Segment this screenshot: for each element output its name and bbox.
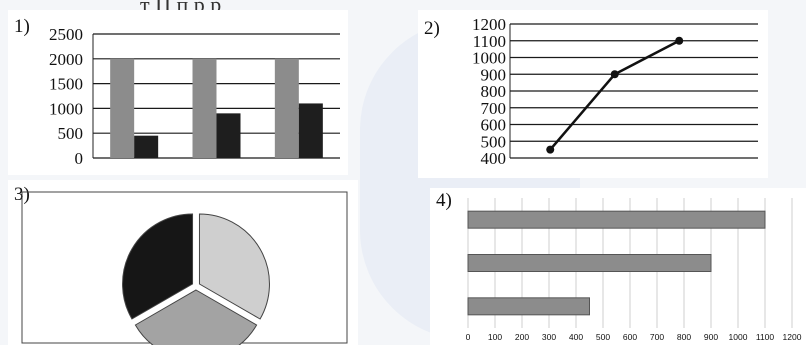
chart-3-panel: 3) — [8, 180, 358, 345]
pie-slice — [122, 213, 194, 320]
y-tick-label: 1500 — [49, 75, 83, 94]
chart-1-svg: 0 500 1000 1500 2000 2500 — [49, 25, 340, 168]
x-tick-label: 700 — [650, 332, 664, 342]
bar — [467, 210, 766, 229]
x-tick-label: 100 — [488, 332, 502, 342]
data-point — [610, 70, 619, 79]
x-tick-label: 900 — [704, 332, 718, 342]
bar — [134, 135, 159, 158]
y-tick-label: 600 — [481, 116, 507, 135]
chart-2-label: 2) — [424, 18, 440, 39]
chart-2-panel: 2) 400 500 600 700 800 900 1000 1100 1200 — [418, 10, 768, 178]
bar — [467, 297, 590, 316]
y-tick-label: 800 — [481, 82, 507, 101]
y-tick-label: 400 — [481, 149, 507, 168]
chart-4-svg: 0 100 200 300 400 500 600 700 800 900 1000 1100 1200 — [466, 198, 802, 342]
data-point — [546, 145, 555, 154]
chart-1-panel: 1) 0 500 1000 1500 2000 2500 — [8, 10, 348, 175]
y-tick-label: 1000 — [49, 99, 83, 118]
bar — [216, 113, 241, 158]
x-tick-label: 400 — [569, 332, 583, 342]
x-tick-label: 600 — [623, 332, 637, 342]
x-tick-label: 300 — [542, 332, 556, 342]
y-tick-label: 2000 — [49, 50, 83, 69]
y-tick-label: 0 — [75, 149, 84, 168]
x-tick-label: 800 — [677, 332, 691, 342]
pie-slice — [134, 289, 258, 345]
y-tick-label: 500 — [58, 124, 84, 143]
bar — [298, 103, 323, 158]
y-tick-label: 2500 — [49, 25, 83, 44]
chart-3-svg — [21, 191, 348, 345]
y-tick-label: 900 — [481, 65, 507, 84]
chart-1-label: 1) — [14, 16, 30, 37]
y-tick-label: 500 — [481, 132, 507, 151]
x-tick-label: 1000 — [729, 332, 748, 342]
x-tick-label: 0 — [466, 332, 471, 342]
bar — [192, 58, 217, 158]
bar — [274, 58, 299, 158]
bar — [110, 58, 135, 158]
x-tick-label: 200 — [515, 332, 529, 342]
bar — [467, 254, 712, 272]
y-tick-label: 1100 — [473, 32, 506, 51]
pie-slice — [198, 213, 270, 320]
y-tick-label: 1200 — [472, 15, 506, 34]
chart-4-label: 4) — [436, 190, 452, 211]
x-tick-label: 500 — [596, 332, 610, 342]
x-tick-label: 1100 — [756, 332, 775, 342]
y-tick-label: 700 — [481, 99, 507, 118]
chart-4-panel: 4) 0 100 200 300 400 500 600 700 800 900 1000 1100 1… — [430, 188, 806, 345]
data-point — [675, 36, 684, 45]
y-tick-label: 1000 — [472, 49, 506, 68]
x-tick-label: 1200 — [783, 332, 802, 342]
